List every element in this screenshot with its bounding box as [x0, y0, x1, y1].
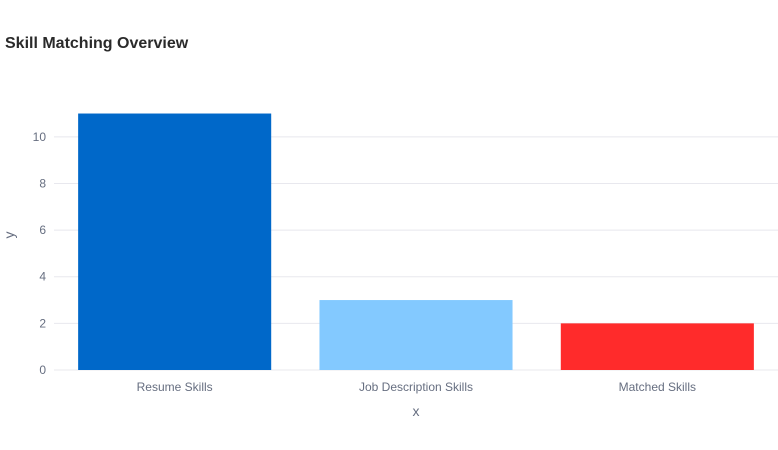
x-tick-label: Job Description Skills: [359, 380, 473, 394]
y-tick-label: 8: [39, 176, 46, 190]
bars: [78, 113, 754, 370]
y-tick-label: 6: [39, 223, 46, 237]
bar-job-description-skills[interactable]: [319, 300, 513, 370]
y-tick-label: 0: [39, 363, 46, 377]
x-tick-label: Resume Skills: [137, 380, 213, 394]
bar-matched-skills[interactable]: [560, 323, 754, 370]
y-tick-label: 10: [33, 130, 47, 144]
y-tick-label: 2: [39, 316, 46, 330]
chart-title: Skill Matching Overview: [5, 35, 189, 52]
x-axis-title: x: [413, 403, 420, 419]
y-tick-label: 4: [39, 270, 46, 284]
bar-resume-skills[interactable]: [78, 113, 272, 370]
x-tick-label: Matched Skills: [619, 380, 696, 394]
y-axis-title: y: [1, 232, 17, 239]
x-tick-labels: Resume Skills Job Description Skills Match…: [137, 380, 696, 394]
y-tick-labels: 0 2 4 6 8 10: [33, 130, 47, 377]
